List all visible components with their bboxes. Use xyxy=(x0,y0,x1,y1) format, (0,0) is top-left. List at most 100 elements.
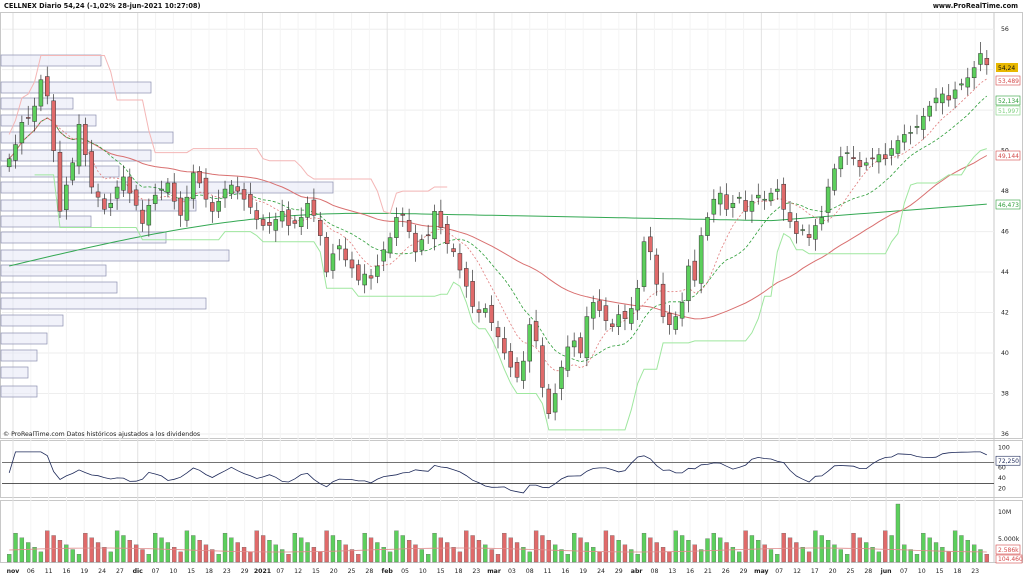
vol-last-label: 104.460 xyxy=(998,556,1023,563)
volume-bar-down xyxy=(806,551,812,563)
volume-bar-down xyxy=(597,551,602,563)
volume-bar-down xyxy=(203,544,209,563)
volume-bar-up xyxy=(184,530,190,563)
last-price-box xyxy=(996,63,1018,72)
x-label-19: 19 xyxy=(579,568,587,575)
candle-up xyxy=(146,205,152,226)
candle-up xyxy=(819,217,825,225)
volume-bar-down xyxy=(578,537,583,563)
volume-bar-up xyxy=(165,542,171,563)
volume-bar-up xyxy=(756,540,761,563)
candle-down xyxy=(781,183,786,210)
candle-up xyxy=(978,53,983,65)
candle-down xyxy=(489,304,494,323)
candle-down xyxy=(25,117,31,119)
volume-profile-bar xyxy=(0,297,207,310)
candle-down xyxy=(806,234,812,238)
candle-down xyxy=(495,327,501,338)
candle-up xyxy=(914,126,920,128)
volume-bar-down xyxy=(254,530,259,563)
volume-bar-down xyxy=(514,542,520,563)
volume-bar-down xyxy=(648,537,653,563)
volume-bar-down xyxy=(413,544,418,563)
sma-red-slow-line xyxy=(8,117,988,320)
x-label-2021: 2021 xyxy=(254,568,271,575)
candle-up xyxy=(381,249,386,262)
candle-up xyxy=(635,287,640,311)
osc-tick-40: 40 xyxy=(998,475,1006,482)
candle-down xyxy=(787,212,793,222)
candle-up xyxy=(768,192,774,202)
vol-tick-10M: 10M xyxy=(998,509,1011,516)
volume-bar-down xyxy=(794,542,799,563)
candle-down xyxy=(241,189,247,200)
volume-bar-up xyxy=(641,532,647,563)
volume-bar-up xyxy=(229,537,234,563)
candle-down xyxy=(133,189,139,206)
volume-bar-up xyxy=(864,542,869,563)
x-label-27: 27 xyxy=(116,568,124,575)
volume-bar-up xyxy=(292,532,298,563)
candle-up xyxy=(889,148,894,156)
volume-bar-up xyxy=(616,540,621,563)
ma-value-box xyxy=(995,199,1021,210)
rsi-value-label: 72,250 xyxy=(998,458,1019,465)
ma-value-label: 52,134 xyxy=(998,98,1019,105)
trailing-stop-line xyxy=(34,148,987,431)
volume-bar-up xyxy=(32,547,37,563)
volume-profile-bar xyxy=(0,149,152,162)
x-label-29: 29 xyxy=(241,568,249,575)
volume-bar-down xyxy=(470,535,475,563)
volume-bar-up xyxy=(527,551,532,563)
volume-bar-up xyxy=(362,532,367,563)
volume-profile-bar xyxy=(0,332,48,345)
volume-bar-up xyxy=(870,547,875,563)
candle-up xyxy=(565,346,571,371)
volume-bar-down xyxy=(883,530,888,563)
volume-bar-up xyxy=(965,540,970,563)
candle-down xyxy=(667,313,672,325)
candle-down xyxy=(102,198,107,210)
x-label-21: 21 xyxy=(704,568,712,575)
candle-down xyxy=(368,275,374,279)
x-label-24: 24 xyxy=(98,568,106,575)
candle-up xyxy=(895,140,901,154)
volume-bar-up xyxy=(432,532,437,563)
candle-up xyxy=(686,265,691,302)
volume-bar-up xyxy=(64,544,69,563)
candle-up xyxy=(730,202,736,208)
site-link[interactable]: www.ProRealTime.com xyxy=(932,2,1018,10)
candle-up xyxy=(191,172,196,200)
candle-up xyxy=(552,393,558,413)
x-label-10: 10 xyxy=(419,568,427,575)
candle-up xyxy=(114,186,120,199)
volume-bar-down xyxy=(311,547,317,563)
x-label-07: 07 xyxy=(775,568,783,575)
candle-down xyxy=(197,171,202,184)
x-label-mar: mar xyxy=(487,568,502,575)
x-label-25: 25 xyxy=(348,568,356,575)
volume-profile-bar xyxy=(0,114,97,127)
candle-down xyxy=(83,124,88,155)
candle-up xyxy=(813,225,818,240)
candle-up xyxy=(965,77,971,88)
candle-down xyxy=(260,219,266,226)
volume-bar-up xyxy=(711,532,716,563)
candle-down xyxy=(267,222,272,226)
volume-bar-up xyxy=(800,547,805,563)
candle-up xyxy=(673,316,679,330)
volume-bar-down xyxy=(343,544,348,563)
volume-bar-down xyxy=(660,547,666,563)
volume-bar-up xyxy=(305,542,310,563)
candle-down xyxy=(444,224,450,244)
volume-bar-up xyxy=(280,549,285,563)
x-label-03: 03 xyxy=(508,568,516,575)
volume-bar-down xyxy=(857,537,863,563)
candle-up xyxy=(165,182,171,193)
candle-up xyxy=(279,211,285,222)
candle-down xyxy=(464,268,469,287)
candle-up xyxy=(933,97,939,104)
volume-bar-down xyxy=(724,542,729,563)
volume-bar-up xyxy=(419,549,424,563)
candle-down xyxy=(438,211,444,228)
